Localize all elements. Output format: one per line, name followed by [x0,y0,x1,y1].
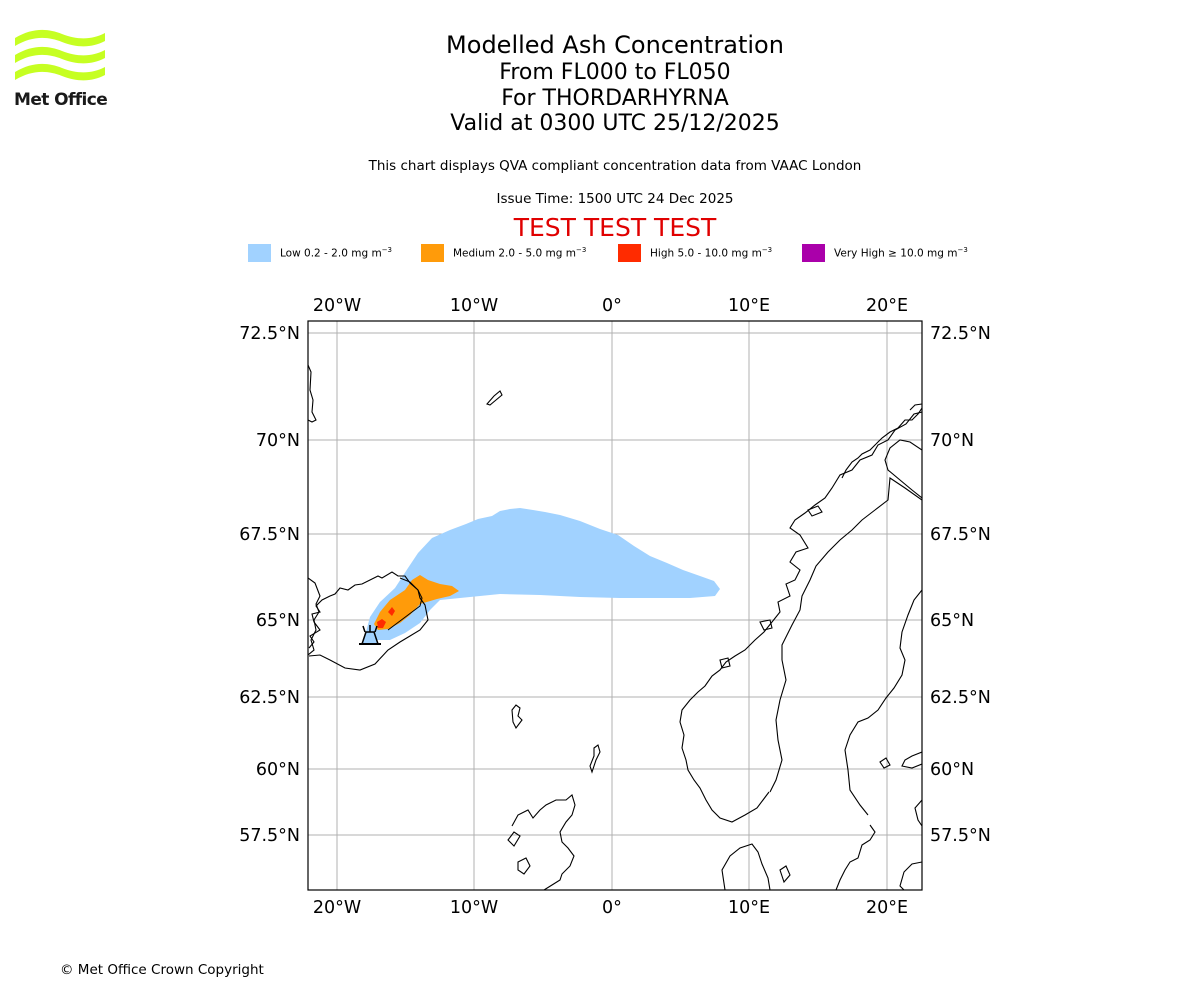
volcano-icon [359,625,381,645]
iceland-coast [308,571,429,671]
lon-tick-bottom-10e: 10°E [728,898,770,918]
jan-mayen-coast [486,390,503,406]
gotland-coast [899,861,922,890]
lat-tick-left-62-5n: 62.5°N [239,688,300,708]
lat-tick-right-60n: 60°N [930,760,974,780]
lat-tick-left-72-5n: 72.5°N [239,324,300,344]
lon-ticks-top: 20°W 10°W 0° 10°E 20°E [313,296,908,316]
legend-unit-exponent: −3 [381,246,393,254]
legend-unit-exponent: −3 [957,246,968,254]
north-cape-coast [841,443,877,479]
flight-levels: From FL000 to FL050 [499,60,731,85]
lon-tick-top-20e: 20°E [866,296,908,316]
lon-tick-bottom-0: 0° [602,898,622,918]
lat-tick-right-65n: 65°N [930,611,974,631]
copyright: © Met Office Crown Copyright [60,962,264,978]
ash-region-high [377,619,386,628]
lon-ticks-bottom: 20°W 10°W 0° 10°E 20°E [313,898,908,918]
ash-region-medium-outline [387,577,423,631]
scotland-islands [507,831,521,847]
lat-tick-left-67-5n: 67.5°N [239,525,300,545]
norway-islands [759,619,773,631]
norway-coast [679,411,922,823]
chart-title: Modelled Ash Concentration [446,31,784,59]
kola-coast [909,403,922,411]
legend-label-medium: Medium 2.0 - 5.0 mg m [453,247,576,260]
lat-tick-left-57-5n: 57.5°N [239,826,300,846]
volcano-name: For THORDARHYRNA [501,85,729,111]
lon-tick-bottom-20e: 20°E [866,898,908,918]
legend-label-very-high: Very High ≥ 10.0 mg m [834,247,958,260]
gulf-of-bothnia-coast [844,589,922,816]
ash-region-high-2 [388,607,395,616]
met-office-logo: Met Office [12,28,112,118]
legend-label-high: High 5.0 - 10.0 mg m [650,247,762,260]
chart-titles: Modelled Ash Concentration From FL000 to… [0,30,1200,137]
lat-tick-left-65n: 65°N [256,611,300,631]
lon-tick-top-10w: 10°W [450,296,498,316]
finnmark-coast [875,407,922,445]
scotland-west [517,857,531,875]
finland-coast [901,751,922,769]
lat-ticks-left: 72.5°N 70°N 67.5°N 65°N 62.5°N 60°N 57.5… [239,324,300,846]
lat-tick-right-72-5n: 72.5°N [930,324,991,344]
test-banner: TEST TEST TEST [513,213,717,242]
legend-swatch-low [248,244,271,262]
faroe-coast [511,704,523,730]
sweden-south-coast [835,824,876,890]
baltic-islands [879,757,891,769]
lon-tick-top-20w: 20°W [313,296,361,316]
shetland-coast [589,744,601,774]
legend-label-low: Low 0.2 - 2.0 mg m [280,247,382,260]
map-frame [307,320,923,891]
lat-tick-right-67-5n: 67.5°N [930,525,991,545]
lat-tick-left-70n: 70°N [256,431,300,451]
denmark-coast [721,843,771,890]
norway-sweden-border [769,477,922,793]
denmark-islands [779,865,791,884]
lat-tick-right-62-5n: 62.5°N [930,688,991,708]
greenland-coast [308,364,317,423]
valid-time: Valid at 0300 UTC 25/12/2025 [450,111,780,136]
legend-swatch-high [618,244,641,262]
logo-text: Met Office [14,90,108,110]
legend-unit-exponent: −3 [575,246,587,254]
coastlines [308,364,922,890]
lon-tick-top-0: 0° [602,296,622,316]
lat-tick-right-57-5n: 57.5°N [930,826,991,846]
chart-description: This chart displays QVA compliant concen… [368,158,862,174]
legend-unit-exponent: −3 [761,246,773,254]
lon-tick-bottom-20w: 20°W [313,898,361,918]
lon-tick-bottom-10w: 10°W [450,898,498,918]
legend-swatch-very-high [802,244,825,262]
ash-region-low [366,508,720,640]
greenland-coast-south [308,577,321,656]
scotland-coast [511,794,576,890]
estonia-coast [914,799,922,827]
lat-tick-right-70n: 70°N [930,431,974,451]
issue-time: Issue Time: 1500 UTC 24 Dec 2025 [496,191,734,207]
met-office-waves-icon [15,29,105,81]
norway-islands-2 [719,657,731,669]
map-content [308,321,922,890]
ash-region-medium [374,575,459,630]
lat-ticks-right: 72.5°N 70°N 67.5°N 65°N 62.5°N 60°N 57.5… [930,324,991,846]
lon-tick-top-10e: 10°E [728,296,770,316]
legend-swatch-medium [421,244,444,262]
lat-tick-left-60n: 60°N [256,760,300,780]
lofoten-islands [807,505,823,517]
finnmark-inland [884,439,922,499]
